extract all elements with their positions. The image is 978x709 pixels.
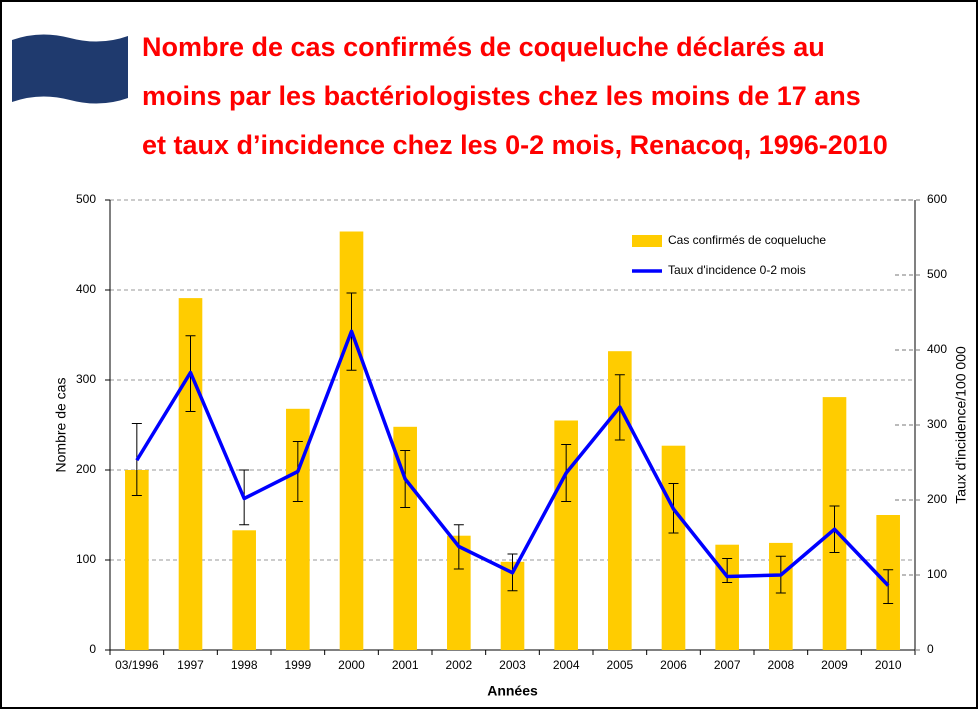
y2-tick-label: 400 xyxy=(927,342,947,356)
x-tick-label: 2006 xyxy=(660,658,687,672)
y-tick-label: 0 xyxy=(89,642,96,656)
y2-tick-label: 500 xyxy=(927,267,947,281)
flag-icon xyxy=(12,34,128,104)
y2-tick-label: 0 xyxy=(927,642,934,656)
bar xyxy=(554,420,578,650)
bar xyxy=(232,530,256,650)
x-tick-label: 2005 xyxy=(606,658,633,672)
x-axis-label: Années xyxy=(487,683,538,699)
title-line: moins par les bactériologistes chez les … xyxy=(142,81,861,111)
title-line: Nombre de cas confirmés de coqueluche dé… xyxy=(142,32,825,62)
error-bar xyxy=(722,558,733,583)
y-tick-label: 200 xyxy=(76,462,96,476)
title-line: et taux d’incidence chez les 0-2 mois, R… xyxy=(142,130,888,160)
x-tick-label: 03/1996 xyxy=(115,658,159,672)
y-tick-label: 500 xyxy=(76,192,96,206)
legend-label: Cas confirmés de coqueluche xyxy=(668,233,826,247)
y2-tick-label: 100 xyxy=(927,567,947,581)
y-tick-label: 300 xyxy=(76,372,96,386)
y-axis-label: Nombre de cas xyxy=(53,378,69,473)
bar xyxy=(500,561,525,650)
y-tick-label: 400 xyxy=(76,282,96,296)
legend-label: Taux d'incidence 0-2 mois xyxy=(668,263,806,277)
x-tick-label: 2009 xyxy=(821,658,848,672)
x-tick-label: 1997 xyxy=(177,658,204,672)
error-bar xyxy=(883,569,894,604)
x-tick-label: 2008 xyxy=(767,658,794,672)
bar xyxy=(286,408,310,650)
bar xyxy=(447,535,471,650)
y2-tick-label: 600 xyxy=(927,192,947,206)
x-tick-label: 1998 xyxy=(231,658,258,672)
bar xyxy=(339,231,364,650)
line xyxy=(135,329,890,587)
y2-axis-label: Taux d'incidence/100 000 xyxy=(953,346,969,504)
y-tick-label: 100 xyxy=(76,552,96,566)
x-tick-label: 2007 xyxy=(714,658,741,672)
bar xyxy=(608,351,632,650)
y2-tick-label: 300 xyxy=(927,417,947,431)
bar xyxy=(393,426,417,650)
x-tick-label: 2010 xyxy=(875,658,902,672)
x-tick-label: 2004 xyxy=(553,658,580,672)
x-tick-label: 2003 xyxy=(499,658,526,672)
y2-tick-label: 200 xyxy=(927,492,947,506)
bar xyxy=(661,445,686,650)
x-tick-label: 2002 xyxy=(445,658,472,672)
bar xyxy=(125,470,149,650)
legend-swatch xyxy=(632,235,662,247)
x-tick-label: 1999 xyxy=(284,658,311,672)
x-tick-label: 2000 xyxy=(338,658,365,672)
x-tick-label: 2001 xyxy=(392,658,419,672)
